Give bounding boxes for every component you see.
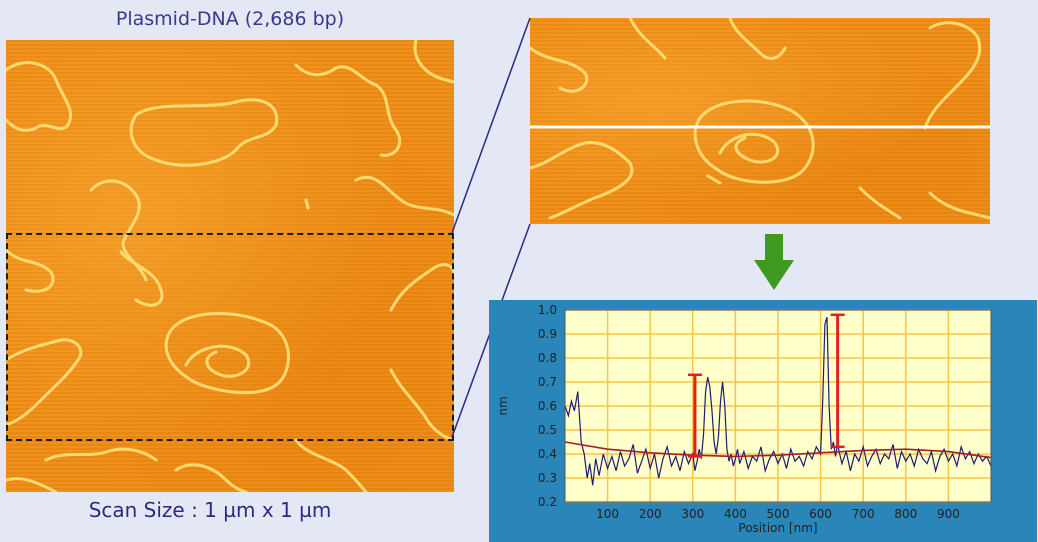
x-tick-label: 100 — [596, 507, 619, 521]
y-tick-label: 0.7 — [538, 375, 557, 389]
y-tick-label: 0.6 — [538, 399, 557, 413]
height-profile-trace — [564, 317, 992, 486]
scan-size-caption: Scan Size : 1 µm x 1 µm — [88, 498, 332, 522]
page-title: Plasmid-DNA (2,686 bp) — [115, 8, 345, 30]
height-marker — [830, 313, 845, 449]
selection-box — [6, 233, 454, 441]
height-profile-chart: 100 200 300 400 500 600 700 800 900 0.2 0.3 0.4 0.5 0… — [496, 303, 992, 535]
grid-lines — [565, 309, 991, 503]
x-tick-label: 200 — [639, 507, 662, 521]
y-tick-label: 0.3 — [538, 471, 557, 485]
y-tick-label: 0.9 — [538, 327, 557, 341]
x-tick-label: 900 — [937, 507, 960, 521]
x-tick-label: 800 — [894, 507, 917, 521]
y-tick-label: 0.5 — [538, 423, 557, 437]
y-tick-label: 0.8 — [538, 351, 557, 365]
x-tick-label: 500 — [767, 507, 790, 521]
dna-strands-main — [6, 40, 454, 492]
plot-frame — [564, 309, 992, 503]
height-profile-panel: 100 200 300 400 500 600 700 800 900 0.2 0.3 0.4 0.5 0… — [489, 300, 1037, 542]
baseline-fit-curve — [564, 441, 992, 459]
x-axis-label: Position [nm] — [738, 521, 817, 535]
y-tick-label: 1.0 — [538, 303, 557, 317]
y-tick-label: 0.4 — [538, 447, 557, 461]
y-tick-label: 0.2 — [538, 495, 557, 509]
dna-strands-zoom — [530, 18, 990, 220]
x-tick-label: 700 — [852, 507, 875, 521]
x-tick-label: 300 — [681, 507, 704, 521]
y-axis-label: nm — [496, 396, 510, 415]
afm-zoom-image — [530, 18, 990, 224]
x-tick-label: 600 — [809, 507, 832, 521]
height-marker — [687, 373, 702, 458]
green-down-arrow-icon — [754, 234, 794, 290]
afm-scan-image — [6, 40, 454, 492]
x-tick-label: 400 — [724, 507, 747, 521]
